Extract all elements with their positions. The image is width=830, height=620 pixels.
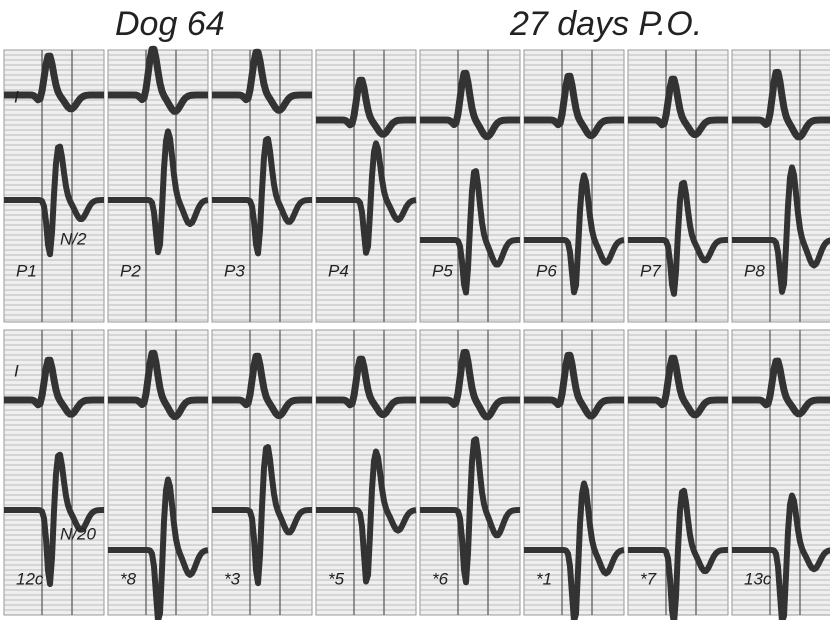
ecg-panel: P5 bbox=[418, 49, 522, 323]
ecg-trace bbox=[418, 69, 522, 140]
ecg-trace bbox=[106, 349, 210, 420]
ecg-panel: *1 bbox=[522, 329, 626, 620]
ecg-trace bbox=[3, 451, 105, 587]
ecg-trace bbox=[315, 140, 417, 256]
ecg-trace bbox=[211, 135, 313, 257]
panel-label: 13c bbox=[744, 569, 772, 588]
ecg-trace bbox=[2, 356, 106, 418]
ecg-trace bbox=[731, 492, 830, 620]
panel-label: *5 bbox=[328, 569, 345, 588]
ecg-trace bbox=[315, 448, 417, 585]
ecg-panel: P3 bbox=[210, 48, 314, 323]
ecg-trace bbox=[626, 354, 730, 419]
ecg-panel: P2 bbox=[106, 45, 210, 323]
panel-label: P4 bbox=[328, 261, 349, 280]
ecg-panel: *7 bbox=[626, 329, 730, 620]
ecg-trace bbox=[522, 351, 626, 420]
ecg-panel: P6 bbox=[522, 49, 626, 323]
ecg-trace bbox=[730, 68, 830, 141]
ecg-panel: *8 bbox=[106, 329, 210, 620]
panel-label: 12c bbox=[16, 569, 44, 588]
ecg-trace bbox=[522, 72, 626, 139]
ecg-trace bbox=[730, 357, 830, 418]
panel-label: P5 bbox=[432, 261, 453, 280]
ecg-trace bbox=[627, 487, 729, 620]
panel-label: P6 bbox=[536, 261, 557, 280]
ecg-panel: *6 bbox=[418, 329, 522, 616]
lead-label: I bbox=[14, 361, 19, 380]
figure-title-left: Dog 64 bbox=[115, 5, 225, 43]
annotation: N/20 bbox=[60, 524, 96, 543]
ecg-trace bbox=[314, 355, 418, 418]
ecg-trace bbox=[211, 444, 313, 587]
panel-label: *8 bbox=[120, 569, 137, 588]
ecg-panel: *3 bbox=[210, 329, 314, 616]
ecg-panel: 12c bbox=[2, 329, 106, 616]
ecg-trace bbox=[523, 172, 625, 296]
ecg-panel: P4 bbox=[314, 49, 418, 323]
ecg-trace bbox=[210, 352, 314, 419]
panel-label: P2 bbox=[120, 261, 141, 280]
ecg-panel: P7 bbox=[626, 49, 730, 323]
ecg-trace bbox=[3, 143, 105, 258]
ecg-trace bbox=[106, 45, 210, 115]
ecg-trace bbox=[418, 348, 522, 421]
ecg-trace bbox=[626, 75, 730, 138]
ecg-trace bbox=[419, 436, 521, 586]
ecg-trace bbox=[107, 128, 209, 256]
ecg-trace bbox=[731, 164, 830, 295]
figure-title-right: 27 days P.O. bbox=[509, 5, 702, 43]
panel-label: *1 bbox=[536, 569, 552, 588]
ecg-panel: P1 bbox=[2, 49, 106, 323]
ecg-trace bbox=[2, 52, 106, 113]
ecg-panel: *5 bbox=[314, 329, 418, 616]
ecg-panel: P8 bbox=[730, 49, 830, 323]
ecg-trace bbox=[523, 480, 625, 620]
ecg-trace bbox=[419, 168, 521, 296]
annotation: N/2 bbox=[60, 229, 87, 248]
ecg-panel: 13c bbox=[730, 329, 830, 620]
ecg-trace bbox=[210, 48, 314, 114]
panel-label: P7 bbox=[640, 261, 661, 280]
panel-label: *3 bbox=[224, 569, 241, 588]
lead-label: I bbox=[14, 87, 19, 106]
ecg-trace bbox=[107, 476, 209, 620]
panel-label: *6 bbox=[432, 569, 449, 588]
ecg-trace bbox=[314, 76, 418, 138]
panel-label: *7 bbox=[640, 569, 657, 588]
panel-paper bbox=[107, 49, 209, 323]
panel-label: P3 bbox=[224, 261, 245, 280]
panel-label: P8 bbox=[744, 261, 765, 280]
ecg-trace bbox=[627, 179, 729, 297]
panel-label: P1 bbox=[16, 261, 37, 280]
